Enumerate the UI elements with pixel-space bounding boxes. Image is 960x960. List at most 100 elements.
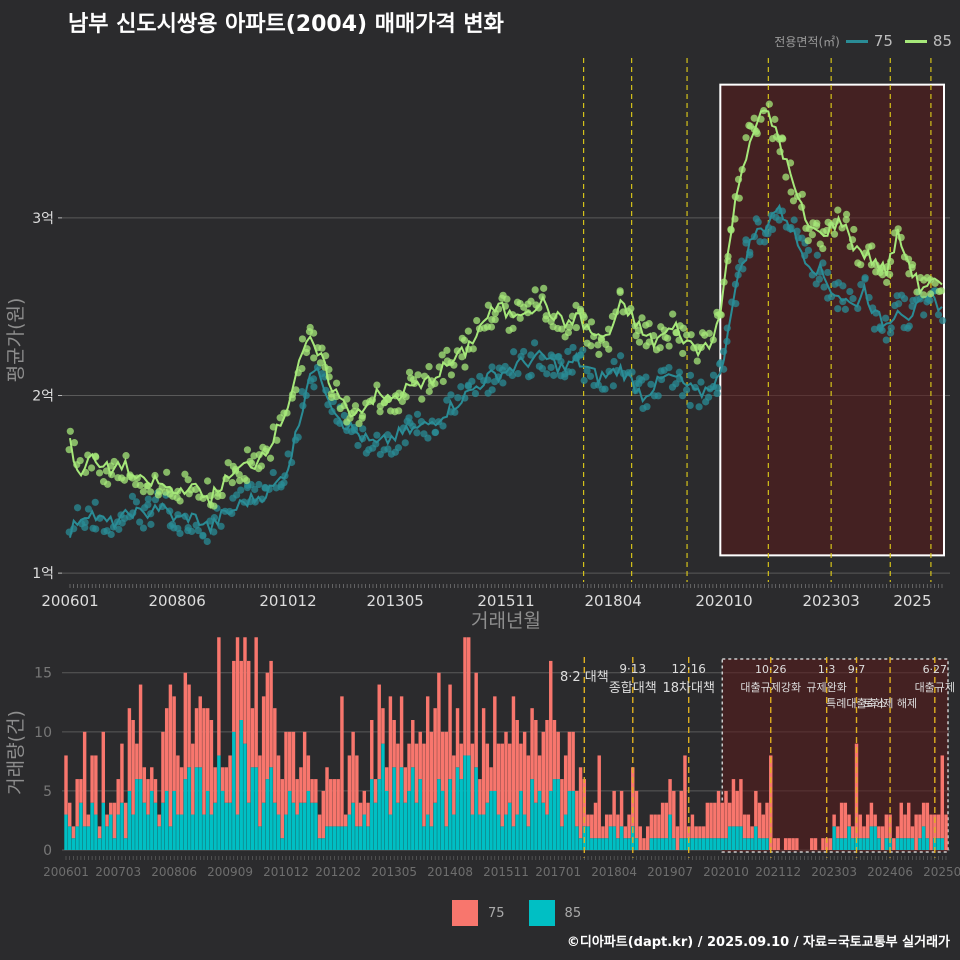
bar-75 xyxy=(120,743,124,803)
data-point-75 xyxy=(870,325,879,333)
bar-85 xyxy=(64,814,68,850)
bar-75 xyxy=(813,838,818,850)
data-point-75 xyxy=(527,371,535,379)
bar-85 xyxy=(739,826,743,850)
bar-85 xyxy=(235,814,240,850)
data-point-85 xyxy=(257,462,265,470)
data-point-85 xyxy=(310,329,318,337)
bar-75 xyxy=(549,660,553,791)
bar-85 xyxy=(668,814,672,850)
bar-75 xyxy=(634,790,639,839)
bar-85 xyxy=(291,802,296,850)
bar-85 xyxy=(470,814,475,850)
bar-85 xyxy=(612,826,616,850)
bar-85 xyxy=(232,731,236,850)
event-date-label: 1·3 xyxy=(818,663,836,676)
data-point-75 xyxy=(586,372,595,380)
bar-75 xyxy=(321,790,326,839)
data-point-75 xyxy=(132,498,141,506)
bar-75 xyxy=(616,814,620,839)
bar-75 xyxy=(437,672,441,780)
bar-x-tick-label: 201907 xyxy=(647,865,693,879)
bar-85 xyxy=(392,767,396,850)
bar-x-tick-label: 202010 xyxy=(703,865,749,879)
legend-title: 전용면적(㎡) xyxy=(774,34,840,49)
data-point-85 xyxy=(343,395,351,403)
bar-85 xyxy=(724,838,728,850)
bar-85 xyxy=(590,838,594,850)
data-point-85 xyxy=(830,230,839,238)
bar-75 xyxy=(164,708,169,791)
data-point-85 xyxy=(857,261,865,269)
bar-75 xyxy=(515,720,519,815)
bar-75 xyxy=(724,790,728,839)
data-point-75 xyxy=(340,411,348,420)
data-point-85 xyxy=(531,286,539,294)
data-point-85 xyxy=(527,297,535,305)
bar-75 xyxy=(929,814,933,850)
bar-75 xyxy=(888,814,892,839)
bar-85 xyxy=(493,790,497,850)
data-point-75 xyxy=(84,505,93,513)
bar-85 xyxy=(414,802,419,850)
bar-75 xyxy=(481,708,486,815)
bar-85 xyxy=(757,838,762,850)
bar-75 xyxy=(187,684,191,768)
bar-75 xyxy=(284,731,288,815)
data-point-85 xyxy=(627,304,635,313)
data-point-85 xyxy=(163,468,171,476)
data-point-75 xyxy=(813,251,821,259)
bar-75 xyxy=(679,790,683,839)
data-point-75 xyxy=(900,295,909,303)
bar-85 xyxy=(623,838,628,850)
data-point-75 xyxy=(882,314,890,322)
bar-x-tick-label: 200703 xyxy=(95,865,141,879)
data-point-85 xyxy=(580,313,588,321)
data-point-85 xyxy=(491,316,499,324)
bar-75 xyxy=(485,743,490,803)
bar-75 xyxy=(224,767,229,803)
bar-85 xyxy=(373,802,378,850)
bar-85 xyxy=(455,767,460,850)
bar-85 xyxy=(250,767,255,850)
bar-75 xyxy=(936,814,941,839)
bar-75 xyxy=(895,826,900,839)
data-point-75 xyxy=(926,296,934,305)
series-line-75 xyxy=(69,203,943,538)
data-point-75 xyxy=(488,386,496,394)
bar-85 xyxy=(302,802,307,850)
bar-85 xyxy=(728,826,732,850)
data-point-85 xyxy=(735,194,743,202)
bar-x-tick-label: 202509 xyxy=(923,865,960,879)
bar-75 xyxy=(508,743,512,803)
bar-85 xyxy=(183,779,188,850)
bar-75 xyxy=(325,767,329,827)
bar-75 xyxy=(731,779,736,827)
bar-75 xyxy=(161,731,165,803)
bar-75 xyxy=(739,779,743,827)
data-point-85 xyxy=(765,100,773,108)
bar-75 xyxy=(269,660,273,768)
bar-75 xyxy=(474,672,478,768)
legend-swatch-85 xyxy=(904,39,927,43)
bar-85 xyxy=(187,767,191,850)
bar-85 xyxy=(515,814,519,850)
data-point-85 xyxy=(473,316,481,325)
bar-75 xyxy=(403,767,408,803)
bar-75 xyxy=(105,814,109,827)
legend-bottom-label-75: 75 xyxy=(488,905,505,921)
data-point-85 xyxy=(310,354,318,362)
data-point-85 xyxy=(438,351,446,359)
data-point-75 xyxy=(583,367,591,375)
bar-85 xyxy=(228,802,232,850)
bar-75 xyxy=(131,720,135,815)
bar-85 xyxy=(933,838,937,850)
bar-85 xyxy=(258,826,262,850)
bar-75 xyxy=(489,767,493,791)
bar-85 xyxy=(220,790,225,850)
bar-85 xyxy=(884,838,889,850)
data-point-85 xyxy=(595,350,603,359)
event-label: 토허제 해제 xyxy=(863,696,917,710)
data-point-75 xyxy=(861,275,869,283)
bar-85 xyxy=(280,838,284,850)
